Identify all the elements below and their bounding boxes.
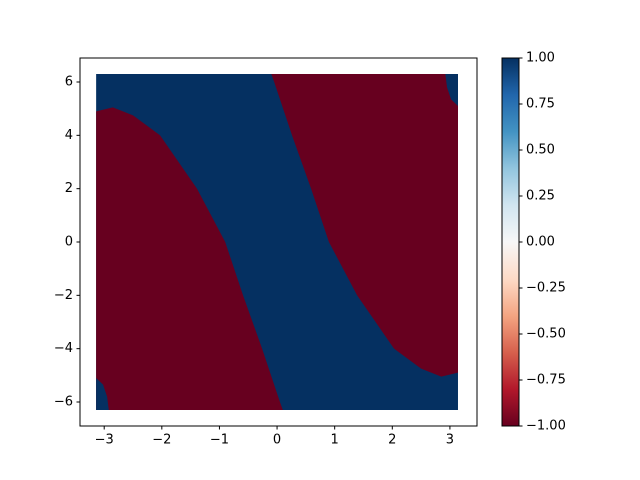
colorbar-tick-label: 0.00 <box>526 235 555 250</box>
colorbar-tick-label: −0.75 <box>526 373 566 388</box>
y-tick-label: −4 <box>54 341 73 356</box>
x-tick-label: 0 <box>273 433 281 448</box>
y-tick-label: 6 <box>65 75 73 90</box>
x-tick-label: −3 <box>95 433 114 448</box>
x-tick-label: 2 <box>388 433 396 448</box>
x-tick-label: 3 <box>446 433 454 448</box>
y-tick-label: 0 <box>65 235 73 250</box>
y-tick-label: −6 <box>54 395 73 410</box>
colorbar-tick-label: 0.50 <box>526 143 555 158</box>
colorbar-tick-label: −0.25 <box>526 281 566 296</box>
region <box>271 74 458 377</box>
colorbar-tick-label: 1.00 <box>526 51 555 66</box>
x-tick-label: −2 <box>152 433 171 448</box>
x-tick-label: −1 <box>210 433 229 448</box>
region <box>96 378 109 410</box>
colorbar-tick-label: 0.75 <box>526 97 555 112</box>
colorbar-tick-label: −0.50 <box>526 327 566 342</box>
x-tick-label: 1 <box>331 433 339 448</box>
region <box>96 107 283 410</box>
colorbar-tick-label: −1.00 <box>526 419 566 434</box>
colorbar-tick-label: 0.25 <box>526 189 555 204</box>
y-tick-label: 2 <box>65 181 73 196</box>
region <box>445 74 458 106</box>
y-tick-label: −2 <box>54 288 73 303</box>
y-tick-label: 4 <box>65 128 73 143</box>
colorbar <box>501 57 520 427</box>
